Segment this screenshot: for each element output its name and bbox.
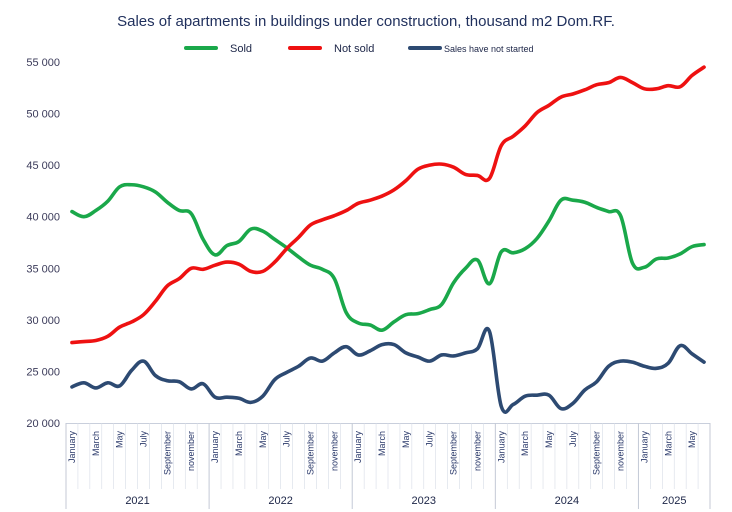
year-label: 2023 — [412, 495, 436, 507]
month-label: March — [520, 431, 530, 456]
month-label: July — [425, 431, 435, 448]
month-label: September — [162, 431, 172, 475]
legend: Sold Not sold Sales have not started — [184, 43, 534, 55]
month-label: May — [687, 431, 697, 449]
month-label: May — [401, 431, 411, 449]
month-label: July — [282, 431, 292, 448]
y-axis: 20 000 25 000 30 000 35 000 40 000 45 000 50 0… — [26, 57, 60, 430]
month-label: September — [449, 431, 459, 475]
month-label: September — [592, 431, 602, 475]
y-tick-label: 30 000 — [26, 315, 60, 327]
month-label: March — [377, 431, 387, 456]
month-label: January — [496, 431, 506, 464]
month-label: March — [91, 431, 101, 456]
month-label: July — [139, 431, 149, 448]
year-label: 2024 — [555, 495, 579, 507]
month-label: May — [544, 431, 554, 449]
x-axis: January March May July September november Janu… — [65, 423, 711, 509]
month-label: March — [663, 431, 673, 456]
y-tick-label: 50 000 — [26, 109, 60, 121]
y-tick-label: 20 000 — [26, 418, 60, 430]
legend-label: Sales have not started — [444, 44, 534, 54]
chart-title: Sales of apartments in buildings under c… — [117, 13, 615, 30]
y-tick-label: 40 000 — [26, 212, 60, 224]
month-label: november — [186, 431, 196, 471]
legend-item-not-sold: Not sold — [288, 43, 374, 55]
month-label: January — [353, 431, 363, 464]
legend-label: Sold — [230, 43, 252, 55]
month-label: July — [568, 431, 578, 448]
month-label: March — [234, 431, 244, 456]
y-tick-label: 25 000 — [26, 366, 60, 378]
sold-series-line — [70, 182, 706, 332]
not-sold-series-line — [70, 65, 706, 345]
y-tick-label: 45 000 — [26, 160, 60, 172]
sales-not-started-series-line — [70, 327, 706, 414]
month-label: november — [472, 431, 482, 471]
month-label: January — [210, 431, 220, 464]
legend-label: Not sold — [334, 43, 374, 55]
month-label: May — [258, 431, 268, 449]
month-label: november — [329, 431, 339, 471]
month-label: January — [639, 431, 649, 464]
year-label: 2022 — [268, 495, 292, 507]
legend-item-sales-not-started: Sales have not started — [408, 44, 534, 54]
series-layer — [70, 65, 706, 414]
legend-item-sold: Sold — [184, 43, 252, 55]
y-tick-label: 35 000 — [26, 263, 60, 275]
month-label: January — [67, 431, 77, 464]
year-label: 2025 — [662, 495, 686, 507]
month-label: november — [616, 431, 626, 471]
y-tick-label: 55 000 — [26, 57, 60, 69]
year-label: 2021 — [125, 495, 149, 507]
month-label: September — [305, 431, 315, 475]
month-label: May — [115, 431, 125, 449]
